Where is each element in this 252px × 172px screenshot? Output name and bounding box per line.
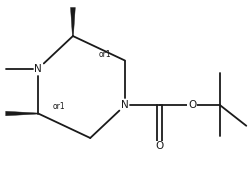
Text: N: N [34,64,42,74]
Polygon shape [6,111,38,116]
Text: O: O [188,100,196,110]
Polygon shape [71,8,75,36]
Text: O: O [155,141,164,151]
Text: N: N [121,100,129,110]
Text: or1: or1 [99,50,112,59]
Text: or1: or1 [52,102,65,111]
